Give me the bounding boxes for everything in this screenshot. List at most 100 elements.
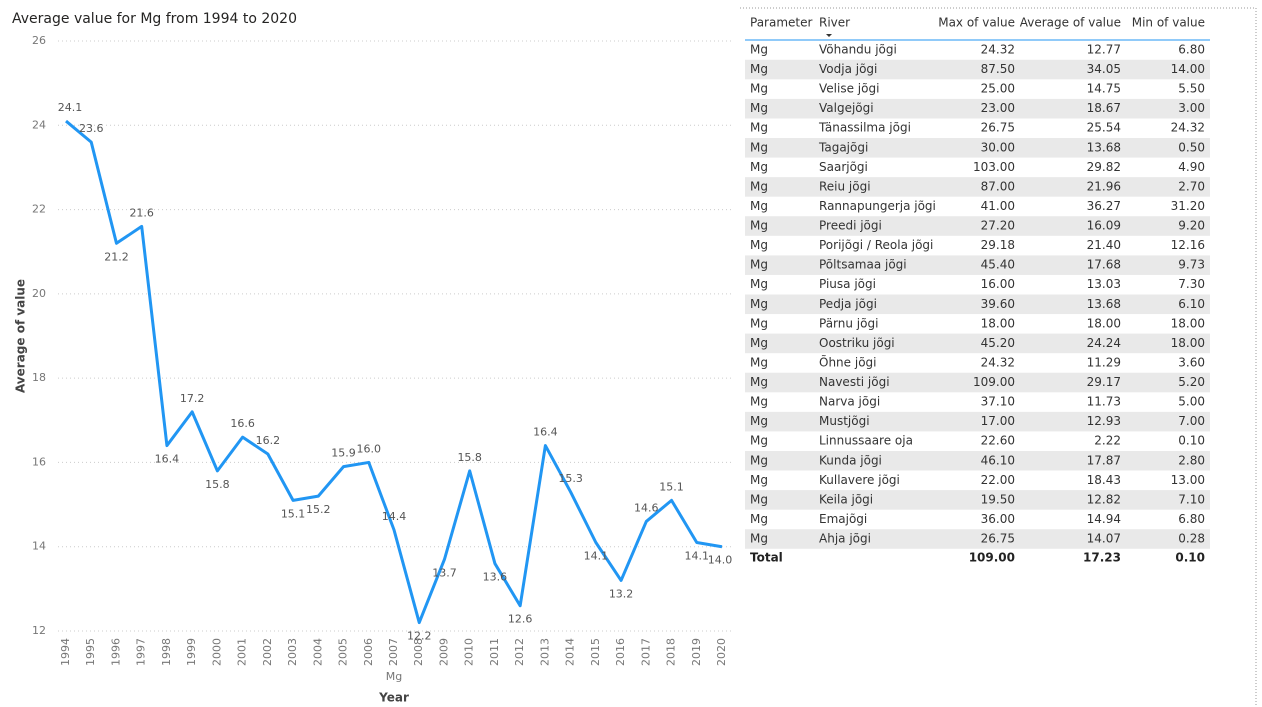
x-tick-label: 2007 — [387, 638, 400, 666]
table-cell: 5.50 — [1178, 82, 1205, 96]
table-cell: 31.20 — [1171, 199, 1205, 213]
x-tick-label: 2014 — [564, 638, 577, 666]
x-tick-label: 1994 — [59, 638, 72, 666]
data-label: 16.2 — [256, 434, 281, 447]
row-band — [745, 411, 1210, 432]
table-cell: 36.00 — [981, 512, 1015, 526]
table-cell: Mg — [750, 62, 768, 76]
x-tick-label: 2003 — [286, 638, 299, 666]
table-cell: 18.00 — [1171, 316, 1205, 330]
data-label: 17.2 — [180, 392, 205, 405]
x-axis-title: Year — [378, 691, 409, 705]
y-tick-label: 18 — [32, 371, 46, 384]
x-tick-label: 2015 — [589, 638, 602, 666]
table-cell: Navesti jõgi — [819, 375, 890, 389]
data-label: 14.1 — [584, 550, 609, 563]
table-cell: Rannapungerja jõgi — [819, 199, 936, 213]
table-cell: 0.10 — [1178, 434, 1205, 448]
table-cell: Porijõgi / Reola jõgi — [819, 238, 933, 252]
table-cell: 0.28 — [1178, 532, 1205, 546]
data-label: 16.6 — [230, 417, 255, 430]
table-cell: Mg — [750, 453, 768, 467]
table-cell: 29.18 — [981, 238, 1015, 252]
x-tick-label: 2018 — [665, 638, 678, 666]
table-cell: Mg — [750, 355, 768, 369]
column-header[interactable]: Average of value — [1020, 16, 1121, 30]
data-label: 13.7 — [432, 566, 457, 579]
table-cell: 21.40 — [1087, 238, 1121, 252]
row-band — [745, 333, 1210, 354]
table-cell: Mg — [750, 101, 768, 115]
table-cell: Õhne jõgi — [819, 354, 876, 369]
column-header[interactable]: Min of value — [1132, 16, 1205, 30]
x-tick-label: 1996 — [109, 638, 122, 666]
data-label: 13.2 — [609, 587, 634, 600]
x-tick-label: 2002 — [261, 638, 274, 666]
table-cell: Mustjõgi — [819, 414, 870, 428]
table-cell: 21.96 — [1087, 179, 1121, 193]
row-band — [745, 216, 1210, 236]
total-cell: 0.10 — [1175, 551, 1205, 565]
data-label: 23.6 — [79, 122, 104, 135]
table-cell: 26.75 — [981, 121, 1015, 135]
data-label: 15.2 — [306, 503, 331, 516]
table-cell: Reiu jõgi — [819, 179, 871, 193]
table-cell: Keila jõgi — [819, 492, 873, 506]
row-band — [745, 138, 1210, 158]
x-group-label: Mg — [386, 670, 402, 683]
y-tick-label: 22 — [32, 203, 46, 216]
table-cell: 5.00 — [1178, 395, 1205, 409]
table-cell: 45.40 — [981, 258, 1015, 272]
data-label: 16.4 — [155, 453, 180, 466]
table-cell: Võhandu jõgi — [819, 43, 897, 57]
data-label: 16.4 — [533, 426, 558, 439]
table-cell: Valgejõgi — [819, 101, 874, 115]
table-cell: Vodja jõgi — [819, 62, 877, 76]
x-tick-label: 2020 — [715, 638, 728, 666]
table-cell: 17.87 — [1087, 453, 1121, 467]
x-tick-label: 2017 — [639, 638, 652, 666]
y-tick-label: 24 — [32, 118, 46, 131]
table-cell: Mg — [750, 43, 768, 57]
table-cell: 13.68 — [1087, 297, 1121, 311]
table-cell: 24.32 — [1171, 121, 1205, 135]
data-label: 12.6 — [508, 613, 533, 626]
column-header[interactable]: River — [819, 16, 850, 30]
row-band — [745, 255, 1210, 275]
table-cell: 4.90 — [1178, 160, 1205, 174]
row-band — [745, 372, 1210, 393]
table-cell: 13.68 — [1087, 140, 1121, 154]
table-cell: 2.70 — [1178, 179, 1205, 193]
table-cell: 0.50 — [1178, 140, 1205, 154]
table-cell: 6.80 — [1178, 43, 1205, 57]
table-cell: Mg — [750, 316, 768, 330]
table-cell: 14.94 — [1087, 512, 1121, 526]
x-tick-label: 2008 — [412, 638, 425, 666]
x-tick-label: 2011 — [488, 638, 501, 666]
table-cell: 9.20 — [1178, 219, 1205, 233]
row-band — [745, 529, 1210, 549]
data-label: 12.2 — [407, 630, 432, 643]
line-series — [65, 119, 723, 625]
table-cell: 45.20 — [981, 336, 1015, 350]
table-cell: 14.07 — [1087, 532, 1121, 546]
table-cell: 22.00 — [981, 473, 1015, 487]
data-label: 14.6 — [634, 501, 659, 514]
table-cell: 16.09 — [1087, 219, 1121, 233]
column-header[interactable]: Parameter — [750, 16, 812, 30]
column-header[interactable]: Max of value — [938, 16, 1015, 30]
x-tick-label: 2016 — [614, 638, 627, 666]
x-tick-label: 2000 — [210, 638, 223, 666]
sort-indicator[interactable] — [826, 34, 832, 37]
table-cell: 87.50 — [981, 62, 1015, 76]
table-cell: 23.00 — [981, 101, 1015, 115]
table-cell: 29.82 — [1087, 160, 1121, 174]
table-cell: 9.73 — [1178, 258, 1205, 272]
data-label: 14.4 — [382, 510, 407, 523]
row-band — [745, 98, 1210, 119]
table-cell: 17.68 — [1087, 258, 1121, 272]
data-label: 15.1 — [659, 480, 684, 493]
table-cell: Mg — [750, 414, 768, 428]
table-cell: Emajõgi — [819, 512, 867, 526]
table-cell: Linnussaare oja — [819, 434, 913, 448]
